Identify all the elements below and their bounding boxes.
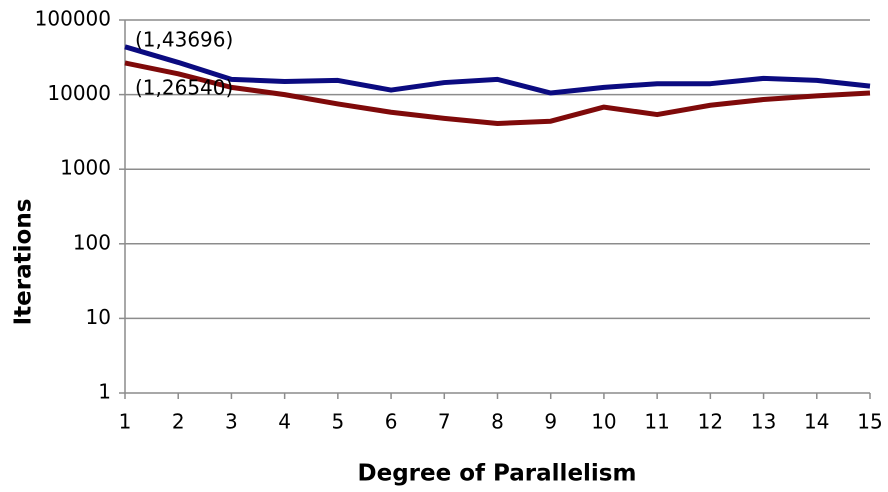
y-tick-label: 100000 xyxy=(35,7,111,31)
x-tick-label: 10 xyxy=(591,410,616,434)
x-tick-label: 6 xyxy=(385,410,398,434)
x-tick-label: 8 xyxy=(491,410,504,434)
x-tick-label: 9 xyxy=(544,410,557,434)
x-tick-label: 7 xyxy=(438,410,451,434)
x-tick-label: 4 xyxy=(278,410,291,434)
annotation: (1,43696) xyxy=(135,27,233,51)
x-tick-label: 11 xyxy=(644,410,669,434)
y-tick-label: 1000 xyxy=(60,156,111,180)
y-tick-label: 10 xyxy=(86,305,111,329)
x-axis-title: Degree of Parallelism xyxy=(358,461,637,487)
series-line xyxy=(124,60,871,126)
y-tick-label: 10000 xyxy=(47,81,111,105)
y-tick-label: 100 xyxy=(73,230,111,254)
x-tick-label: 1 xyxy=(119,410,132,434)
x-tick-label: 2 xyxy=(172,410,185,434)
x-tick-label: 5 xyxy=(331,410,344,434)
x-tick-label: 3 xyxy=(225,410,238,434)
x-tick-label: 15 xyxy=(857,410,882,434)
annotation: (1,26540) xyxy=(135,75,233,99)
series-line xyxy=(124,44,871,96)
x-tick-label: 13 xyxy=(751,410,776,434)
y-axis-title: Iterations xyxy=(11,199,37,326)
x-tick-label: 12 xyxy=(698,410,723,434)
x-tick-label: 14 xyxy=(804,410,829,434)
y-tick-label: 1 xyxy=(98,380,111,404)
